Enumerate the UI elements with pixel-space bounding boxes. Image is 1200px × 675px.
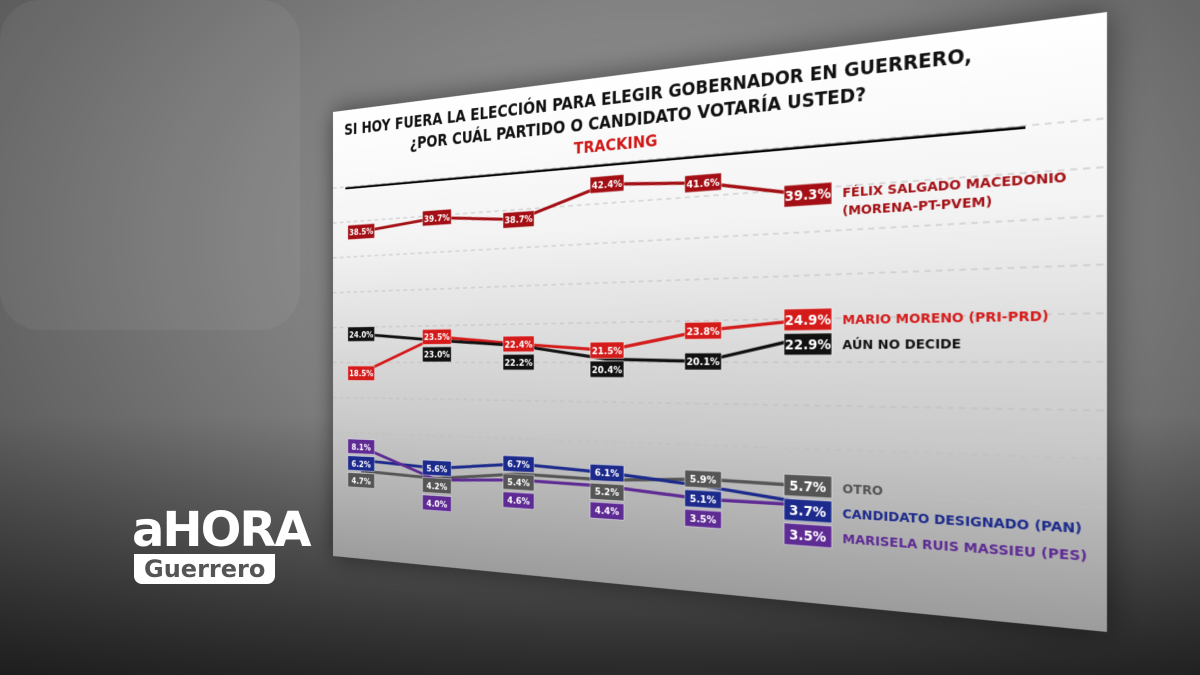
data-label: 3.5%	[690, 512, 717, 526]
data-label: 6.1%	[595, 467, 620, 480]
data-label: 6.7%	[507, 458, 530, 471]
data-label: 8.1%	[352, 441, 372, 453]
data-label: 22.9%	[785, 337, 832, 354]
data-label: 23.8%	[686, 324, 720, 337]
data-label: 5.2%	[595, 485, 620, 499]
background-watermark	[0, 0, 300, 330]
data-label: 4.7%	[352, 475, 372, 487]
legend-label: MARISELA RUIS MASSIEU (PES)	[842, 532, 1087, 565]
logo-main: aHORA	[132, 506, 309, 554]
data-label: 24.0%	[349, 329, 374, 340]
gridline	[333, 397, 1107, 410]
legend-label: OTRO	[842, 482, 883, 499]
chart-board: 38.5% 39.7% 38.7% 42.4% 41.6% 39.3% 18.5% 23.5%…	[333, 12, 1107, 632]
data-label: 3.5%	[789, 527, 827, 546]
legend-label: AÚN NO DECIDE	[842, 334, 961, 353]
data-label: 20.1%	[686, 355, 720, 368]
legend-label: CANDIDATO DESIGNADO (PAN)	[842, 507, 1082, 537]
data-label: 20.4%	[592, 364, 623, 376]
gridline	[333, 264, 1107, 292]
data-label: 5.9%	[690, 473, 717, 487]
data-label: 22.2%	[504, 357, 533, 369]
data-label: 4.0%	[426, 497, 447, 510]
data-label: 39.7%	[424, 211, 451, 224]
logo-sub: Guerrero	[134, 554, 275, 584]
data-label: 5.6%	[426, 462, 447, 474]
data-label: 24.9%	[785, 312, 832, 329]
data-label: 3.7%	[789, 503, 827, 521]
data-label: 23.5%	[424, 331, 451, 343]
data-label: 39.3%	[785, 186, 832, 205]
data-label: 18.5%	[349, 368, 374, 379]
data-label: 4.4%	[595, 504, 620, 518]
data-label: 42.4%	[592, 177, 623, 192]
data-label: 5.1%	[690, 492, 717, 506]
legend-label: MARIO MORENO (PRI-PRD)	[842, 309, 1048, 328]
data-label: 22.4%	[504, 338, 533, 350]
data-label: 4.6%	[507, 494, 530, 507]
data-label: 5.7%	[789, 478, 827, 496]
gridline	[333, 432, 1107, 459]
data-label: 6.2%	[352, 458, 372, 470]
data-label: 4.2%	[426, 480, 447, 492]
data-label: 23.0%	[424, 349, 451, 360]
ahora-guerrero-logo: aHORA Guerrero	[132, 506, 309, 584]
data-label: 38.7%	[504, 213, 533, 227]
data-label: 5.4%	[507, 476, 530, 489]
data-label: 41.6%	[686, 175, 720, 190]
data-label: 21.5%	[592, 344, 623, 356]
data-label: 38.5%	[349, 226, 374, 238]
